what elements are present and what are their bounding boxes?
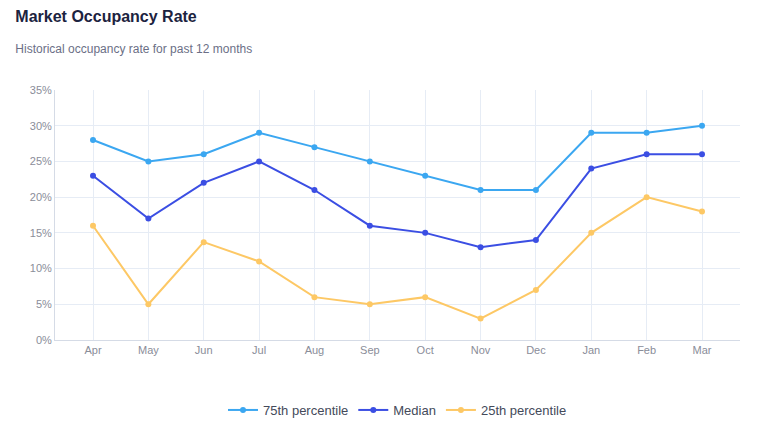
svg-text:Median: Median: [393, 403, 436, 418]
svg-text:20%: 20%: [30, 191, 52, 203]
svg-text:15%: 15%: [30, 227, 52, 239]
svg-text:35%: 35%: [30, 84, 52, 96]
svg-text:Historical occupancy rate for: Historical occupancy rate for past 12 mo…: [15, 42, 252, 56]
svg-text:Dec: Dec: [526, 344, 546, 356]
svg-text:Apr: Apr: [84, 344, 101, 356]
svg-text:10%: 10%: [30, 262, 52, 274]
svg-text:Market Occupancy Rate: Market Occupancy Rate: [15, 8, 197, 25]
svg-text:30%: 30%: [30, 120, 52, 132]
svg-text:Mar: Mar: [693, 344, 712, 356]
svg-text:5%: 5%: [36, 298, 52, 310]
svg-text:Jul: Jul: [252, 344, 266, 356]
svg-text:Sep: Sep: [360, 344, 380, 356]
svg-text:75th percentile: 75th percentile: [263, 403, 348, 418]
svg-text:Jan: Jan: [582, 344, 600, 356]
svg-text:25th percentile: 25th percentile: [481, 403, 566, 418]
svg-text:Nov: Nov: [471, 344, 491, 356]
svg-text:Oct: Oct: [417, 344, 434, 356]
svg-text:Aug: Aug: [305, 344, 325, 356]
svg-text:25%: 25%: [30, 155, 52, 167]
svg-text:Jun: Jun: [195, 344, 213, 356]
svg-text:0%: 0%: [36, 334, 52, 346]
svg-text:May: May: [138, 344, 159, 356]
svg-text:Feb: Feb: [637, 344, 656, 356]
